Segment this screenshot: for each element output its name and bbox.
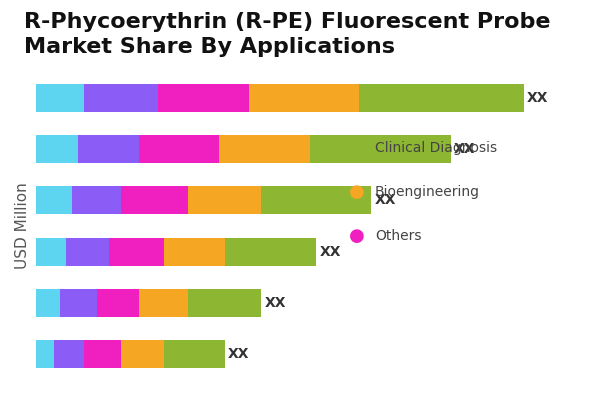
Bar [85, 340, 121, 368]
Bar [109, 238, 164, 266]
Bar [139, 135, 219, 163]
Bar [158, 84, 249, 112]
Text: XX: XX [319, 245, 341, 259]
Bar [35, 340, 54, 368]
Bar [35, 238, 66, 266]
Y-axis label: USD Million: USD Million [15, 183, 30, 269]
Text: R-Phycoerythrin (R-PE) Fluorescent Probe
Market Share By Applications: R-Phycoerythrin (R-PE) Fluorescent Probe… [24, 12, 551, 57]
Bar [121, 340, 164, 368]
Text: XX: XX [527, 91, 548, 105]
Bar [78, 135, 139, 163]
Text: XX: XX [454, 142, 475, 156]
Bar [66, 238, 109, 266]
Bar [249, 84, 359, 112]
Bar [35, 135, 78, 163]
Text: XX: XX [374, 193, 396, 207]
Bar [310, 135, 451, 163]
Bar [164, 238, 225, 266]
Text: Clinical Diagnosis: Clinical Diagnosis [375, 141, 497, 155]
Bar [72, 186, 121, 214]
Bar [97, 289, 139, 317]
Bar [35, 84, 85, 112]
Text: Bioengineering: Bioengineering [375, 185, 480, 199]
Bar [188, 186, 262, 214]
Bar [219, 135, 310, 163]
Bar [35, 186, 72, 214]
Bar [262, 186, 371, 214]
Bar [225, 238, 316, 266]
Text: ●: ● [349, 183, 365, 201]
Bar [188, 289, 262, 317]
Text: XX: XX [228, 347, 250, 361]
Bar [139, 289, 188, 317]
Bar [359, 84, 524, 112]
Bar [60, 289, 97, 317]
Bar [164, 340, 225, 368]
Bar [85, 84, 158, 112]
Text: ●: ● [349, 139, 365, 157]
Bar [35, 289, 60, 317]
Bar [54, 340, 85, 368]
Text: Others: Others [375, 229, 421, 243]
Text: XX: XX [265, 296, 286, 310]
Text: ●: ● [349, 227, 365, 245]
Bar [121, 186, 188, 214]
